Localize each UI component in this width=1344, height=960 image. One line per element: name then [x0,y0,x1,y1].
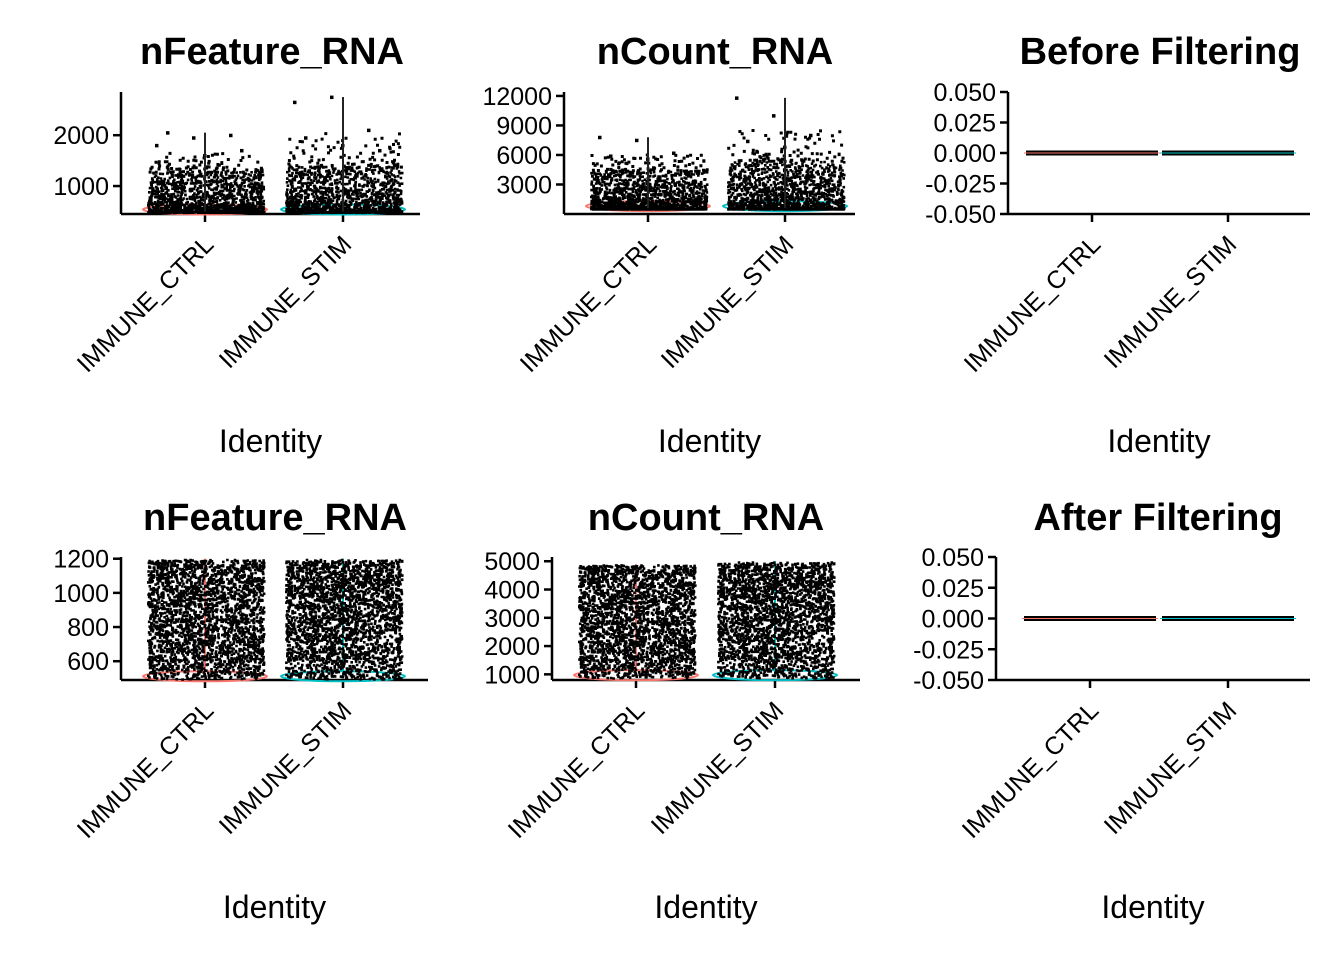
y-tick-label: 3000 [496,171,552,199]
outlier-point [367,128,371,133]
outlier-point [735,96,739,100]
panel-title: nCount_RNA [597,31,833,73]
outlier-point [609,154,613,158]
y-tick-label: 0.050 [921,544,984,572]
violin-immune-stim [280,95,406,216]
outlier-point [809,133,813,138]
x-axis-label: Identity [1101,889,1204,925]
y-tick-label: 0.050 [933,79,996,107]
x-tick-label-immune-stim: IMMUNE_STIM [1099,230,1243,374]
y-tick-label: 2000 [53,122,109,150]
jitter-points [578,564,697,680]
y-tick-label: 3000 [484,605,540,633]
panel-title: nCount_RNA [588,497,824,539]
violin-immune-ctrl [142,558,268,683]
y-tick-label: 2000 [484,633,540,661]
panel-4: nFeature_RNA 600 800 1000 1200 IMMUNE_CTRLIMM… [53,497,428,925]
y-tick-label: 9000 [496,112,552,140]
y-tick-label: 600 [67,648,109,676]
y-tick-label: 5000 [484,548,540,576]
jitter-tail-points [148,151,264,174]
violin-immune-ctrl [1022,616,1158,621]
violin-immune-stim [1160,150,1296,156]
outlier-point [229,133,233,138]
y-tick-label: 1200 [53,546,109,574]
y-tick-label: 0.025 [933,110,996,138]
x-tick-label-immune-stim: IMMUNE_STIM [214,230,358,374]
y-tick-label: 1000 [484,661,540,689]
y-tick-label: 1000 [53,580,109,608]
violin-immune-ctrl [573,564,699,682]
outlier-point [635,138,639,143]
y-tick-label: 0.000 [921,606,984,634]
outlier-point [293,100,297,105]
outlier-point [672,151,676,155]
outlier-point [304,136,308,140]
panel-title: After Filtering [1033,497,1282,539]
jitter-points [285,165,404,215]
y-tick-label: -0.050 [925,201,996,229]
y-tick-label: 0.000 [933,140,996,168]
violin-immune-stim [280,558,406,683]
x-tick-label-immune-ctrl: IMMUNE_CTRL [503,696,651,844]
y-tick-label: 1000 [53,173,109,201]
y-tick-label: -0.025 [913,636,984,664]
outlier-point [155,143,159,148]
x-tick-label-immune-stim: IMMUNE_STIM [1099,696,1243,840]
jitter-points [147,558,266,681]
x-tick-label-immune-stim: IMMUNE_STIM [646,696,790,840]
panel-1: nFeature_RNA 1000 2000 IMMUNE_CTRLIMMUNE_ST… [53,31,420,459]
violin-immune-stim [722,96,848,213]
violin-immune-ctrl [1024,150,1160,156]
y-tick-label: 4000 [484,577,540,605]
x-axis-label: Identity [658,423,761,459]
y-tick-label: -0.050 [913,667,984,695]
x-tick-label-immune-stim: IMMUNE_STIM [214,696,358,840]
x-axis-label: Identity [654,889,757,925]
y-tick-label: 12000 [482,83,552,111]
outlier-point [772,114,776,118]
panel-title: nFeature_RNA [140,31,404,73]
jitter-points [285,558,404,681]
outlier-point [166,131,170,135]
violin-immune-stim [1160,616,1296,621]
outlier-point [598,135,602,140]
x-tick-label-immune-ctrl: IMMUNE_CTRL [72,696,220,844]
x-tick-label-immune-ctrl: IMMUNE_CTRL [957,696,1105,844]
y-tick-label: 6000 [496,142,552,170]
x-tick-label-immune-stim: IMMUNE_STIM [656,230,800,374]
outlier-point [240,148,244,153]
outlier-point [746,139,750,144]
panel-title: nFeature_RNA [143,497,407,539]
violin-immune-ctrl [142,131,268,216]
y-tick-label: 800 [67,614,109,642]
outlier-point [378,148,382,153]
x-axis-label: Identity [223,889,326,925]
outlier-point [330,95,334,100]
y-tick-label: 0.025 [921,575,984,603]
panel-6: After Filtering 0.050 0.025 0.000-0.025 -0.0… [913,497,1310,925]
jitter-points [147,170,266,215]
y-tick-label: -0.025 [925,171,996,199]
panel-title: Before Filtering [1020,31,1301,73]
x-tick-label-immune-ctrl: IMMUNE_CTRL [72,230,220,378]
violin-immune-stim [712,561,838,682]
jitter-points [727,160,846,211]
outlier-point [192,136,196,140]
jitter-tail-points [287,132,403,169]
x-tick-label-immune-ctrl: IMMUNE_CTRL [959,230,1107,378]
jitter-tail-points [590,153,709,173]
x-axis-label: Identity [1107,423,1210,459]
violin-immune-ctrl [585,135,711,213]
jitter-points [590,169,709,211]
x-axis-label: Identity [219,423,322,459]
x-tick-label-immune-ctrl: IMMUNE_CTRL [515,230,663,378]
jitter-points [717,561,836,680]
